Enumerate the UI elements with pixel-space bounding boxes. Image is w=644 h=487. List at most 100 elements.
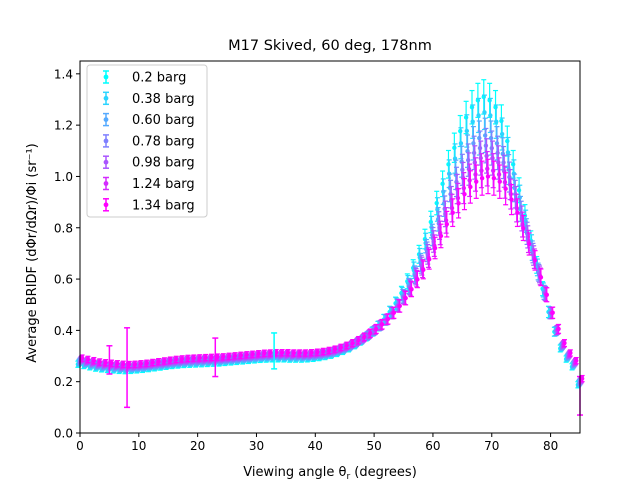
legend-entry: 1.24 barg	[103, 176, 195, 192]
data-point	[479, 168, 484, 173]
data-point	[121, 362, 126, 367]
data-point	[496, 172, 502, 177]
x-tick-label: 10	[131, 439, 146, 453]
legend-entry: 1.34 barg	[103, 198, 195, 213]
data-point	[495, 150, 500, 156]
data-point	[244, 352, 250, 357]
data-point	[489, 145, 494, 151]
data-point	[291, 350, 297, 356]
data-point	[109, 361, 114, 366]
data-point	[477, 145, 483, 151]
data-point	[103, 360, 108, 365]
axes-layer: 0 10 20 30 40 50 60 70 80 0.0 0.2 0.4 0.6 0.8 1.0 1.2 1.…	[54, 60, 581, 453]
data-point	[368, 330, 373, 336]
data-point	[482, 133, 488, 138]
data-point	[479, 175, 485, 181]
data-point	[440, 181, 445, 187]
data-point	[115, 361, 120, 366]
x-tick-label: 40	[308, 439, 323, 453]
legend-marker	[103, 159, 109, 165]
data-point	[568, 350, 573, 356]
data-point	[521, 225, 526, 231]
legend-label: 0.38 barg	[132, 92, 195, 107]
data-point	[441, 189, 446, 194]
data-point	[250, 352, 255, 357]
data-point	[268, 350, 273, 356]
data-point	[460, 167, 465, 173]
data-point	[544, 292, 550, 297]
data-point	[309, 350, 314, 355]
x-tick-label: 0	[76, 439, 84, 453]
data-point	[285, 350, 291, 355]
data-point	[562, 340, 567, 346]
data-point	[482, 110, 487, 115]
data-point	[338, 345, 344, 350]
plot-content	[75, 79, 585, 416]
data-point	[473, 172, 478, 177]
data-point	[215, 354, 220, 360]
x-tick-label: 60	[425, 439, 440, 453]
data-point	[452, 145, 457, 150]
data-point	[332, 346, 338, 352]
data-point	[516, 188, 522, 193]
data-point	[458, 141, 464, 146]
data-point	[550, 310, 555, 315]
legend-marker	[103, 138, 109, 144]
data-point	[464, 128, 470, 134]
x-tick-label: 30	[249, 439, 264, 453]
data-point	[538, 275, 544, 280]
data-point	[463, 115, 469, 120]
data-point	[494, 119, 499, 124]
legend-marker	[103, 117, 109, 122]
data-point	[469, 105, 475, 110]
data-point	[421, 267, 426, 273]
data-point	[297, 350, 302, 356]
data-point	[97, 359, 102, 365]
data-point	[490, 168, 496, 173]
data-point	[279, 350, 285, 355]
data-point	[514, 205, 519, 211]
data-point	[85, 357, 91, 362]
data-point	[509, 197, 514, 202]
data-point	[467, 178, 472, 183]
data-point	[468, 184, 473, 190]
data-point	[477, 135, 482, 141]
data-point	[502, 180, 508, 185]
data-point	[185, 356, 191, 361]
data-point	[488, 135, 494, 141]
y-tick-label: 0.2	[54, 375, 73, 389]
data-point	[444, 221, 450, 227]
data-point	[150, 360, 155, 365]
legend-entry: 0.78 barg	[103, 134, 195, 149]
data-point	[490, 155, 495, 161]
data-point	[443, 218, 449, 223]
y-tick-label: 0.6	[54, 273, 73, 287]
data-point	[450, 210, 455, 215]
legend-label: 0.2 barg	[132, 71, 186, 86]
data-point	[472, 160, 478, 165]
data-point	[432, 245, 438, 251]
data-point	[326, 348, 332, 353]
data-point	[515, 210, 520, 215]
series-1-34-barg	[79, 158, 585, 383]
data-point	[362, 334, 367, 340]
data-point	[221, 354, 226, 360]
data-point	[238, 353, 244, 358]
data-point	[262, 351, 267, 356]
data-point	[315, 349, 320, 355]
data-point	[471, 150, 477, 156]
data-point	[91, 358, 97, 363]
data-point	[510, 162, 516, 167]
data-point	[132, 362, 138, 367]
data-point	[232, 353, 238, 358]
data-point	[391, 310, 397, 315]
x-axis-label: Viewing angle θr (degrees)	[243, 465, 417, 482]
data-point	[168, 357, 173, 363]
legend: 0.2 barg 0.38 barg 0.60 barg 0.78 barg 0.98 …	[86, 64, 208, 218]
data-point	[501, 160, 506, 165]
data-point	[499, 118, 504, 124]
data-point	[505, 150, 511, 155]
data-point	[470, 119, 475, 124]
data-point	[126, 362, 132, 367]
data-point	[397, 303, 402, 309]
